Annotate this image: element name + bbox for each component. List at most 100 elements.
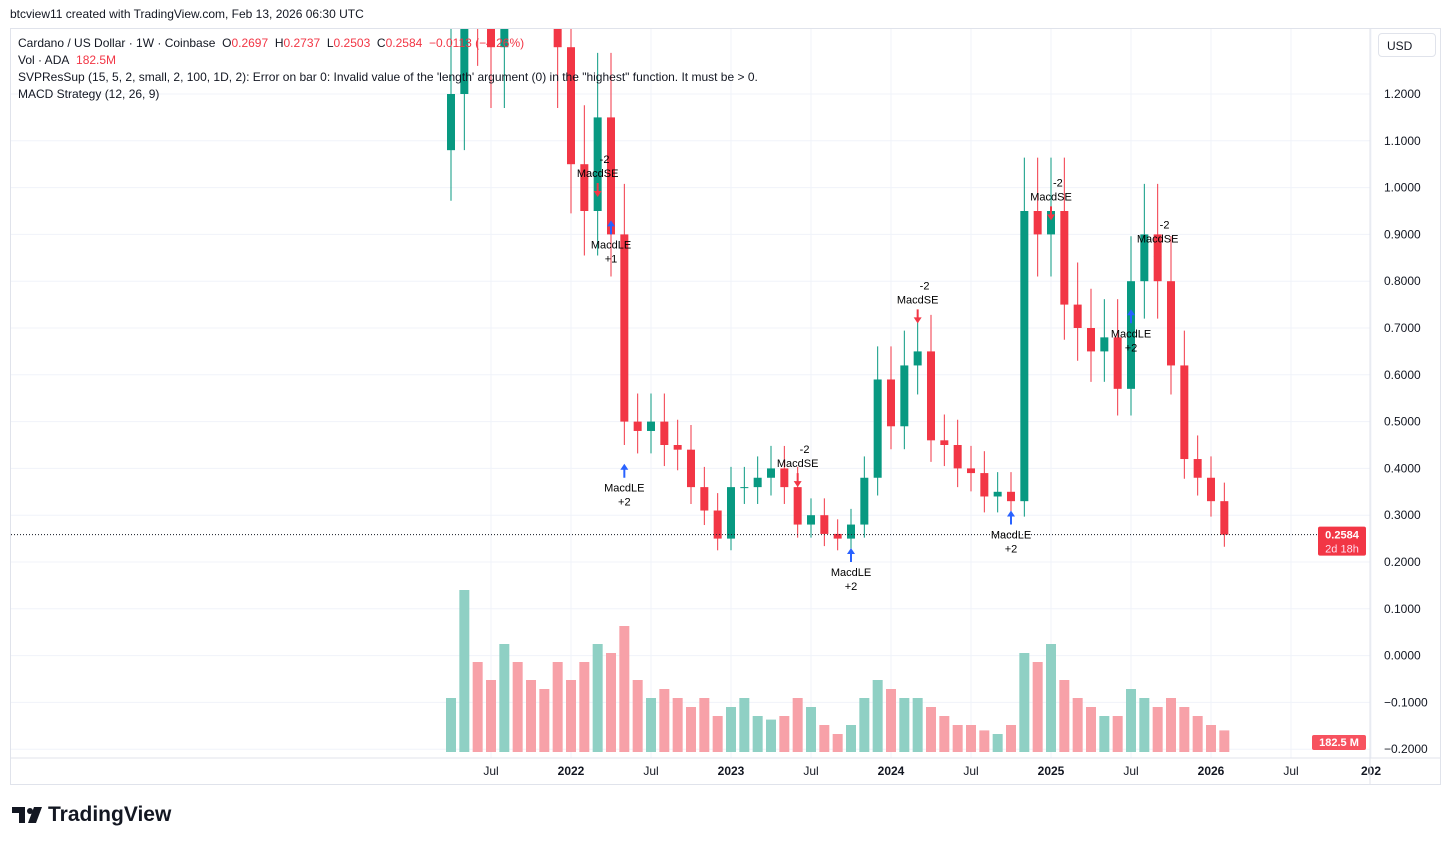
volume-bar [606,653,616,752]
candle-body [1167,281,1175,366]
volume-bar [939,716,950,752]
candle-body [660,421,669,445]
y-tick-label: 0.4000 [1384,461,1421,475]
strategy-signal-short: -2 MacdSE [897,280,938,324]
volume-bar [979,730,990,752]
candle-body [940,440,949,445]
volume-bar [699,698,710,752]
volume-badge [1312,735,1366,750]
volume-bar [712,716,723,752]
candle-body [820,515,829,534]
strategy-signal-short: -2 MacdSE [1030,177,1072,221]
volume-bar [1152,707,1163,752]
chart-frame[interactable] [10,28,1441,785]
x-tick-label: 2022 [558,764,585,778]
arrow-down-icon [913,309,922,324]
volume-bar [1219,730,1230,752]
signal-qty: +1 [605,253,618,265]
volume-bar [459,590,470,752]
volume-bar [832,734,843,752]
x-tick-label: 2026 [1198,764,1225,778]
y-tick-label: 0.9000 [1384,227,1421,241]
candle-body [1087,328,1095,352]
volume-bar [952,725,963,752]
volume-bar [592,644,603,752]
y-tick-label: 0.3000 [1384,508,1421,522]
countdown-text: 2d 18h [1325,544,1359,556]
candle-body [1033,211,1042,235]
candle-body [700,487,709,511]
candle-body [633,421,642,431]
volume-bar [992,734,1003,752]
volume-bar [1072,698,1083,752]
candle-body [1140,234,1149,282]
signal-qty: -2 [800,444,810,456]
close-label: C [376,36,386,50]
strategy-signal-long: MacdLE +2 [604,463,645,509]
candle-body [673,445,682,450]
svp-legend[interactable]: SVPResSup (15, 5, 2, small, 2, 100, 1D, … [18,70,758,84]
arrow-up-icon [847,547,855,562]
signal-qty: -2 [600,154,610,166]
candle-body [807,515,815,525]
last-price-badge [1318,526,1366,556]
candle-body [460,29,469,94]
y-tick-label: −0.1000 [1384,695,1428,709]
x-tick-label: 202 [1361,764,1381,778]
y-tick-label: 0.5000 [1384,415,1421,429]
candle-body [713,510,722,539]
volume-bar [1139,698,1150,752]
volume-bar [1112,716,1123,752]
volume-value: 182.5M [76,53,117,67]
x-tick-label: Jul [963,764,978,778]
candle-body [887,379,895,427]
candle-body [860,477,869,525]
candle-body [607,117,615,235]
y-tick-label: 1.1000 [1384,134,1421,148]
candle-body [1073,304,1082,328]
signal-label: MacdLE [831,567,871,579]
open-label: O [222,36,232,50]
candle-body [767,468,775,478]
candle-body [1060,211,1069,305]
volume-bar [792,698,803,752]
x-tick-label: Jul [643,764,658,778]
y-tick-label: 1.2000 [1384,87,1421,101]
symbol-name[interactable]: Cardano / US Dollar · 1W · Coinbase [18,36,216,50]
volume-legend: Vol · ADA 182.5M [18,52,758,69]
volume-bar [899,698,910,752]
volume-label[interactable]: Vol · ADA [18,53,70,67]
volume-bar [966,725,976,752]
change-value: −0.0113 (−4.26%) [428,36,525,50]
tradingview-logo[interactable]: TradingView [12,803,171,827]
volume-bar [872,680,883,752]
y-tick-label: 0.8000 [1384,274,1421,288]
volume-bar [859,698,870,752]
candle-body [1113,337,1122,389]
strategy-signal-long: MacdLE +2 [991,510,1031,556]
candle-body [500,29,509,48]
signal-label: MacdLE [604,483,644,495]
macd-legend[interactable]: MACD Strategy (12, 26, 9) [18,87,160,101]
candle-body [993,491,1002,497]
close-value: 0.2584 [385,36,423,50]
arrow-up-icon [620,463,629,478]
volume-bar [446,698,456,752]
signal-label: MacdLE [1111,328,1151,340]
signal-qty: +2 [1005,544,1018,556]
currency-selector[interactable]: USD [1378,33,1436,57]
chart-credit: btcview11 created with TradingView.com, … [10,7,364,21]
x-tick-label: Jul [1283,764,1298,778]
volume-bar [819,725,830,752]
arrow-down-icon [1153,248,1162,263]
candle-body [980,473,989,497]
volume-bar [472,662,483,752]
signal-label: MacdSE [1030,191,1072,203]
candle-body [487,29,495,48]
y-tick-label: −0.2000 [1384,742,1428,756]
brand-name: TradingView [48,803,172,826]
symbol-legend: Cardano / US Dollar · 1W · Coinbase O 0.2… [18,35,758,52]
candle-body [900,365,909,427]
strategy-signal-long: MacdLE +2 [831,547,871,593]
